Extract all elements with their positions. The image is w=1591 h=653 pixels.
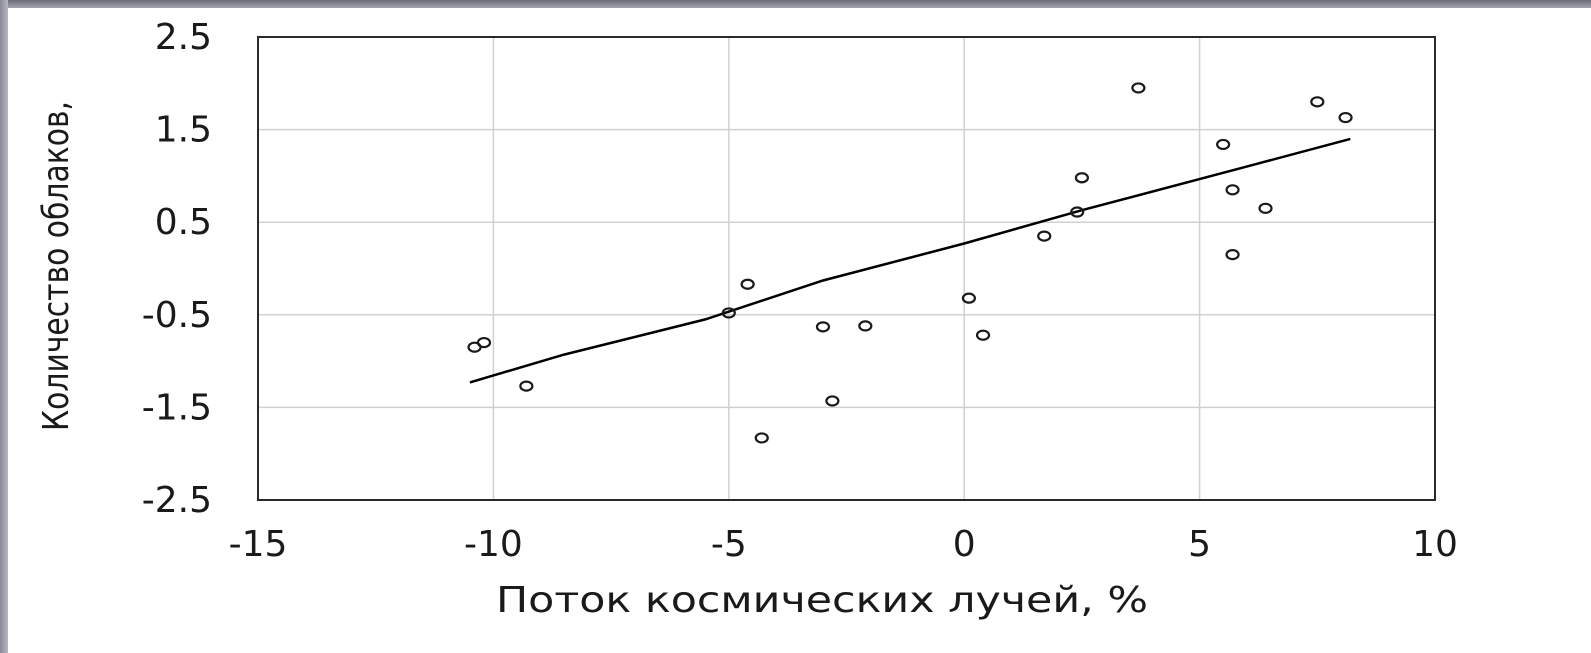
y-tick-label: 0.5 — [155, 202, 212, 243]
y-axis-title: Количество облаков, — [36, 101, 77, 431]
trendline-layer — [469, 137, 1351, 384]
tick-labels: -15 -10 -5 0 5 10 2.5 1.5 0.5 -0.5 -1.5 -2.5 — [142, 17, 1458, 565]
data-point — [1225, 249, 1240, 261]
x-tick-label: -5 — [711, 524, 747, 565]
x-tick-label: 10 — [1412, 524, 1458, 565]
data-point — [825, 395, 840, 407]
data-point — [1310, 96, 1325, 108]
data-point — [1216, 138, 1231, 151]
data-point — [519, 380, 534, 392]
y-tick-label: 1.5 — [155, 110, 212, 151]
y-tick-label: -1.5 — [142, 387, 212, 428]
top-border — [0, 0, 1591, 8]
y-tick-label: -0.5 — [142, 295, 212, 336]
data-point — [1037, 230, 1052, 242]
data-point — [1070, 206, 1085, 218]
data-point — [740, 278, 755, 290]
x-tick-label: 0 — [953, 524, 976, 565]
data-point — [858, 320, 873, 332]
x-tick-label: -10 — [464, 524, 523, 565]
data-point — [1258, 202, 1273, 214]
data-point — [476, 336, 492, 349]
data-point — [754, 432, 769, 444]
data-point — [1225, 184, 1240, 196]
plot-frame — [257, 36, 1436, 501]
y-tick-label: -2.5 — [142, 480, 212, 521]
x-tick-label: -15 — [229, 524, 288, 565]
data-point — [1131, 82, 1146, 94]
data-points — [467, 82, 1353, 444]
grid-lines — [257, 36, 1436, 501]
data-point — [975, 329, 991, 341]
data-point — [721, 307, 736, 319]
left-border — [0, 0, 8, 653]
data-point — [1338, 111, 1353, 124]
data-point — [961, 292, 977, 304]
data-point — [1074, 172, 1090, 184]
data-point — [815, 321, 831, 333]
x-axis-title: Поток космических лучей, % — [496, 580, 1148, 621]
x-tick-label: 5 — [1188, 524, 1211, 565]
trend-line — [469, 137, 1351, 384]
y-tick-label: 2.5 — [155, 17, 212, 58]
